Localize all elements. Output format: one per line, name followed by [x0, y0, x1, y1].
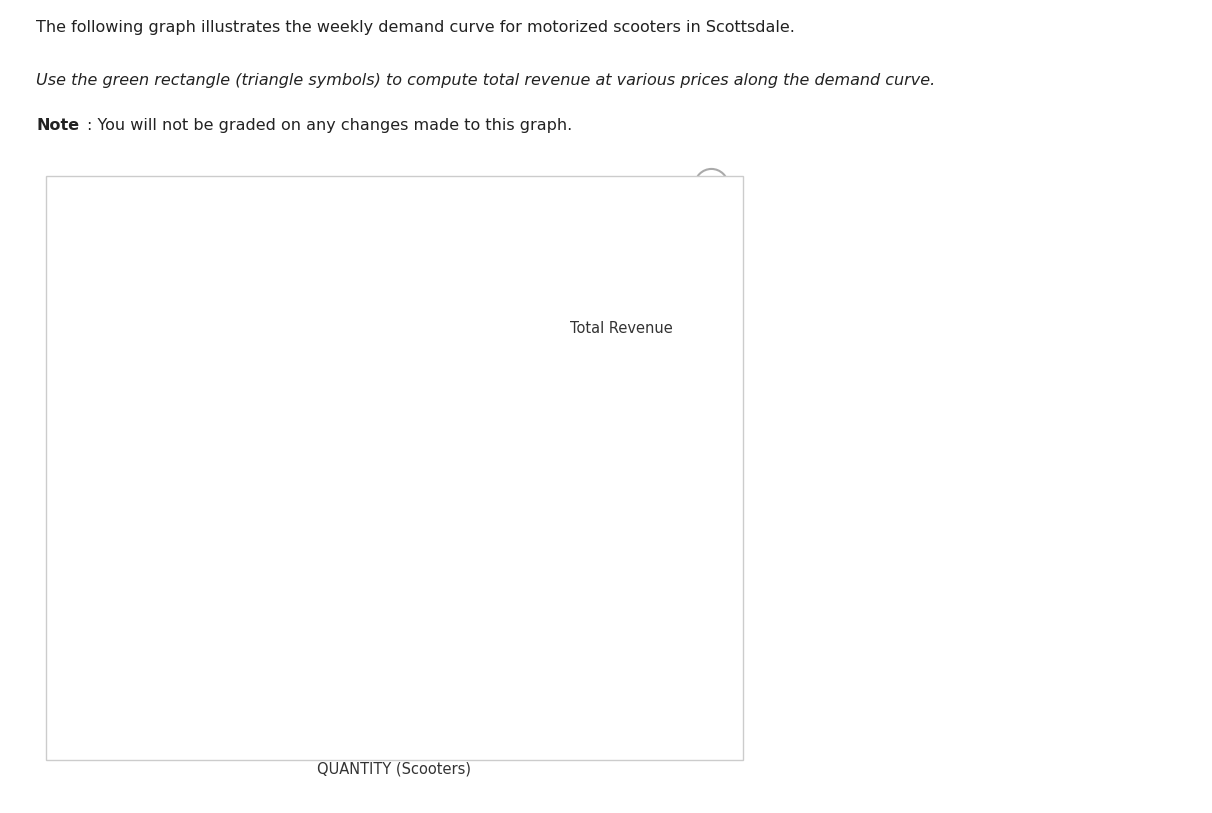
Text: A: A — [259, 481, 269, 497]
X-axis label: QUANTITY (Scooters): QUANTITY (Scooters) — [316, 761, 471, 776]
Polygon shape — [658, 285, 685, 299]
Text: Use the green rectangle (triangle symbols) to compute total revenue at various p: Use the green rectangle (triangle symbol… — [36, 73, 936, 88]
Text: Demand: Demand — [441, 686, 501, 700]
Text: B: B — [298, 518, 308, 533]
Polygon shape — [658, 237, 685, 252]
Text: Note: Note — [36, 118, 80, 133]
Bar — [588, 252, 685, 285]
Text: The following graph illustrates the weekly demand curve for motorized scooters i: The following graph illustrates the week… — [36, 20, 795, 35]
Text: : You will not be graded on any changes made to this graph.: : You will not be graded on any changes … — [87, 118, 572, 133]
Polygon shape — [588, 285, 614, 299]
Text: Total Revenue: Total Revenue — [571, 321, 673, 336]
Y-axis label: PRICE (Dollars per scooter): PRICE (Dollars per scooter) — [70, 372, 85, 571]
Polygon shape — [588, 237, 614, 252]
Text: ?: ? — [708, 178, 715, 193]
